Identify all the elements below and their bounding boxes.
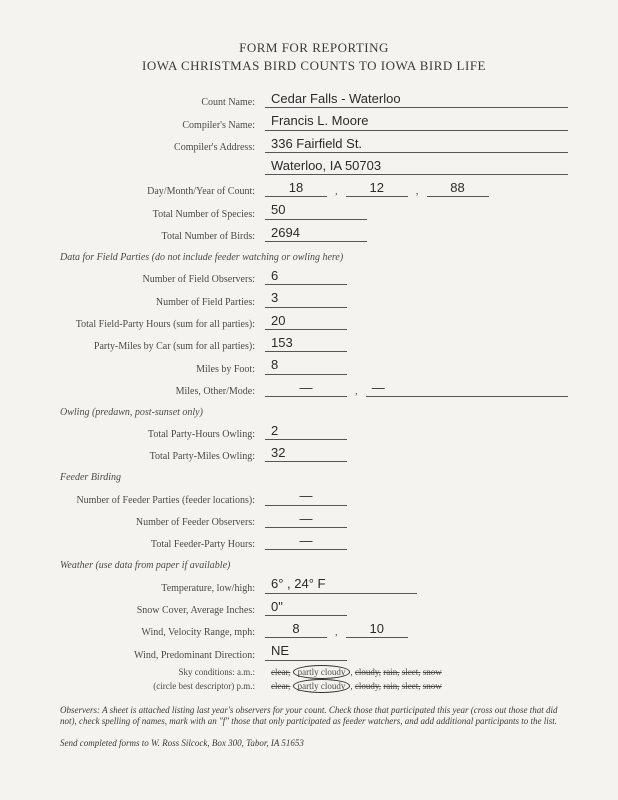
value-year: 88 <box>427 181 489 197</box>
label-feeder-hours: Total Feeder-Party Hours: <box>60 539 265 550</box>
sky-am-options: clear, partly cloudy, cloudy, rain, slee… <box>271 667 442 677</box>
sky-am-selected: partly cloudy <box>293 665 351 679</box>
value-wind-low: 8 <box>265 622 327 638</box>
row-compiler-name: Compiler's Name: Francis L. Moore <box>60 114 568 130</box>
value-count-name: Cedar Falls - Waterloo <box>265 92 568 108</box>
row-species: Total Number of Species: 50 <box>60 203 568 219</box>
label-species: Total Number of Species: <box>60 209 265 220</box>
label-temp: Temperature, low/high: <box>60 583 265 594</box>
value-owling-miles: 32 <box>265 446 347 462</box>
value-temp: 6° , 24° F <box>265 577 417 593</box>
label-field-other: Miles, Other/Mode: <box>60 386 265 397</box>
value-wind-dir: NE <box>265 644 347 660</box>
value-compiler-name: Francis L. Moore <box>265 114 568 130</box>
label-compiler-name: Compiler's Name: <box>60 120 265 131</box>
section-feeder: Feeder Birding <box>60 472 568 483</box>
value-compiler-addr1: 336 Fairfield St. <box>265 137 568 153</box>
section-weather: Weather (use data from paper if availabl… <box>60 560 568 571</box>
row-date: Day/Month/Year of Count: 18 , 12 , 88 <box>60 181 568 197</box>
value-month: 12 <box>346 181 408 197</box>
value-feeder-parties: — <box>265 489 347 505</box>
value-wind-high: 10 <box>346 622 408 638</box>
value-field-observers: 6 <box>265 269 347 285</box>
form-title: FORM FOR REPORTING <box>60 40 568 56</box>
value-field-parties: 3 <box>265 291 347 307</box>
label-field-observers: Number of Field Observers: <box>60 274 265 285</box>
sky-pm-options: clear, partly cloudy, cloudy, rain, slee… <box>271 681 442 691</box>
value-feeder-observers: — <box>265 512 347 528</box>
value-field-hours: 20 <box>265 314 347 330</box>
value-snow: 0" <box>265 600 347 616</box>
label-wind-range: Wind, Velocity Range, mph: <box>60 627 265 638</box>
row-compiler-addr2: Waterloo, IA 50703 <box>60 159 568 175</box>
section-owling: Owling (predawn, post-sunset only) <box>60 407 568 418</box>
label-date: Day/Month/Year of Count: <box>60 186 265 197</box>
label-snow: Snow Cover, Average Inches: <box>60 605 265 616</box>
sky-pm-selected: partly cloudy <box>293 679 351 693</box>
row-birds: Total Number of Birds: 2694 <box>60 226 568 242</box>
label-count-name: Count Name: <box>60 97 265 108</box>
footer-observers: Observers: A sheet is attached listing l… <box>60 705 568 728</box>
value-compiler-addr2: Waterloo, IA 50703 <box>265 159 568 175</box>
label-compiler-addr: Compiler's Address: <box>60 142 265 153</box>
date-sep-2: , <box>416 185 419 197</box>
label-sky-pm: (circle best descriptor) p.m.: <box>60 681 265 691</box>
label-owling-hours: Total Party-Hours Owling: <box>60 429 265 440</box>
section-field: Data for Field Parties (do not include f… <box>60 252 568 263</box>
value-field-car: 153 <box>265 336 347 352</box>
label-feeder-parties: Number of Feeder Parties (feeder locatio… <box>60 495 265 506</box>
value-field-other2: — <box>366 381 568 397</box>
value-field-foot: 8 <box>265 358 347 374</box>
label-wind-dir: Wind, Predominant Direction: <box>60 650 265 661</box>
row-sky-am: Sky conditions: a.m.: clear, partly clou… <box>60 667 568 677</box>
footer-send: Send completed forms to W. Ross Silcock,… <box>60 738 568 748</box>
row-compiler-addr1: Compiler's Address: 336 Fairfield St. <box>60 137 568 153</box>
date-sep-1: , <box>335 185 338 197</box>
value-field-other1: — <box>265 381 347 397</box>
row-count-name: Count Name: Cedar Falls - Waterloo <box>60 92 568 108</box>
form-subtitle: IOWA CHRISTMAS BIRD COUNTS TO IOWA BIRD … <box>60 58 568 74</box>
label-field-car: Party-Miles by Car (sum for all parties)… <box>60 341 265 352</box>
value-feeder-hours: — <box>265 534 347 550</box>
label-field-hours: Total Field-Party Hours (sum for all par… <box>60 319 265 330</box>
value-birds: 2694 <box>265 226 367 242</box>
label-feeder-observers: Number of Feeder Observers: <box>60 517 265 528</box>
label-birds: Total Number of Birds: <box>60 231 265 242</box>
label-field-foot: Miles by Foot: <box>60 364 265 375</box>
value-day: 18 <box>265 181 327 197</box>
label-sky-am: Sky conditions: a.m.: <box>60 667 265 677</box>
form-page: FORM FOR REPORTING IOWA CHRISTMAS BIRD C… <box>0 0 618 800</box>
label-field-parties: Number of Field Parties: <box>60 297 265 308</box>
label-owling-miles: Total Party-Miles Owling: <box>60 451 265 462</box>
value-species: 50 <box>265 203 367 219</box>
row-sky-pm: (circle best descriptor) p.m.: clear, pa… <box>60 681 568 691</box>
value-owling-hours: 2 <box>265 424 347 440</box>
